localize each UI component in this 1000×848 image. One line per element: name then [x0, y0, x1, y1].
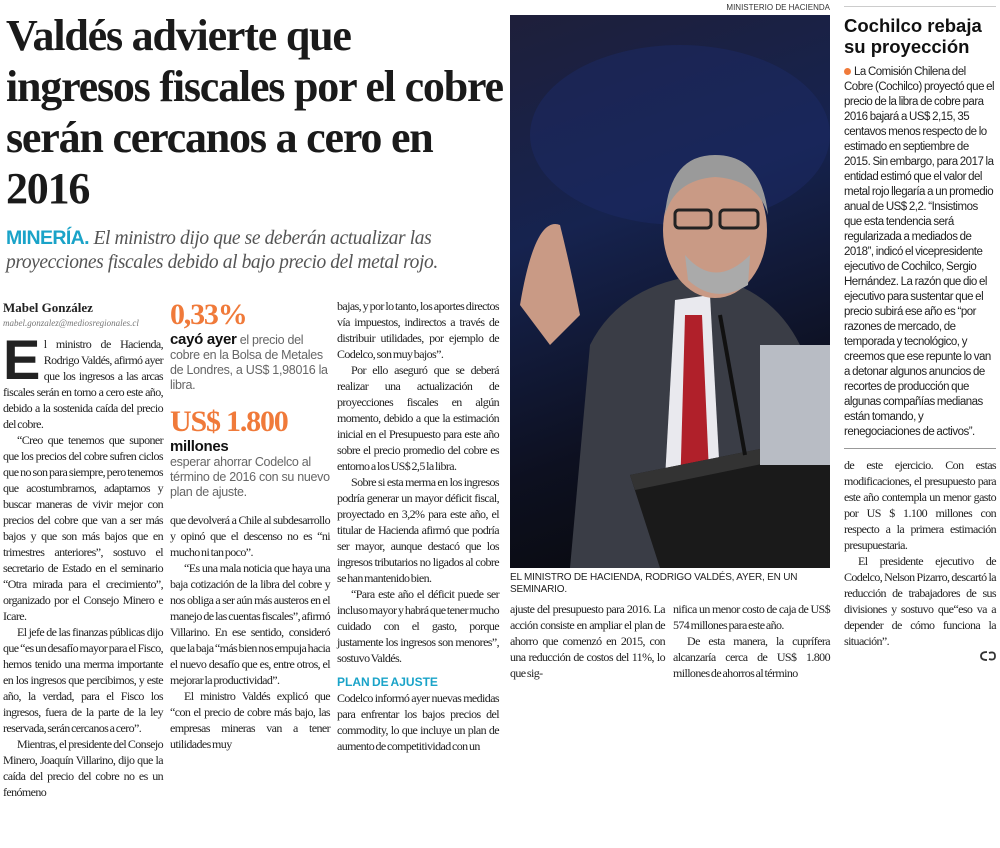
paragraph: que devolverá a Chile al subdesarrollo y… [170, 513, 331, 559]
stat-lead: cayó ayer [170, 331, 237, 348]
subhead: MINERÍA. El ministro dijo que se deberán… [6, 226, 504, 275]
paragraph: “Creo que tenemos que suponer que los pr… [3, 433, 164, 623]
paragraph: “Es una mala noticia que haya una baja c… [170, 561, 331, 687]
paragraph: El jefe de las finanzas públicas dijo qu… [3, 625, 164, 735]
article-column-6: de este ejercicio. Con estas modificacio… [844, 457, 997, 649]
paragraph: ajuste del presupuesto para 2016. La acc… [510, 602, 666, 680]
paragraph: nifica un menor costo de caja de US$ 574… [673, 602, 831, 632]
paragraph: El ministro Valdés explicó que “con el p… [170, 689, 331, 751]
paragraph: de este ejercicio. Con estas modificacio… [844, 458, 997, 552]
sidebar-rule [844, 448, 996, 449]
sidebar-body: La Comisión Chilena del Cobre (Cochilco)… [844, 65, 996, 440]
column-2-block: 0,33% cayó ayer el precio del cobre en l… [170, 298, 331, 752]
byline-author: Mabel González [3, 300, 93, 315]
minister-photo-illustration [520, 45, 830, 568]
end-of-article-icon [980, 651, 996, 661]
paragraph: Codelco informó ayer nuevas medidas para… [337, 691, 500, 753]
paragraph: bajas, y por lo tanto, los aportes direc… [337, 299, 500, 361]
column-3-block: bajas, y por lo tanto, los aportes direc… [337, 298, 500, 754]
stat-box-2: US$ 1.800 millones esperar ahorrar Codelc… [170, 405, 330, 500]
paragraph: El presidente ejecutivo de Codelco, Nels… [844, 554, 997, 648]
photo-minister [510, 15, 830, 568]
stat-box-1: 0,33% cayó ayer el precio del cobre en l… [170, 298, 330, 393]
stat-text: millones esperar ahorrar Codelco al térmi… [170, 439, 330, 500]
sidebar-text: La Comisión Chilena del Cobre (Cochilco)… [844, 66, 995, 438]
sidebar-block: Cochilco rebaja su proyección La Comisió… [844, 6, 997, 667]
paragraph: Sobre si esta merma en los ingresos podr… [337, 475, 500, 585]
paragraph: Por ello aseguró que se deberá realizar … [337, 363, 500, 473]
sidebar-top-rule [844, 6, 996, 7]
stat-description: el precio del cobre en la Bolsa de Metal… [170, 333, 328, 392]
byline-email[interactable]: mabel.gonzalez@mediosregionales.cl [3, 318, 139, 328]
section-subheading: PLAN DE AJUSTE [337, 675, 438, 689]
subhead-text: El ministro dijo que se deberán actualiz… [6, 228, 438, 273]
section-kicker: MINERÍA. [6, 227, 90, 249]
stat-lead: millones [170, 438, 229, 455]
paragraph: “Para este año el déficit puede ser incl… [337, 587, 500, 665]
photo-credit: MINISTERIO DE HACIENDA [726, 3, 830, 12]
sidebar-title: Cochilco rebaja su proyección [844, 15, 982, 57]
photo-caption: EL MINISTRO DE HACIENDA, RODRIGO VALDÉS,… [510, 572, 798, 595]
article-column-2: que devolverá a Chile al subdesarrollo y… [170, 512, 331, 752]
stat-value: 0,33% [170, 298, 248, 331]
paragraph-text: l ministro de Hacienda, Rodrigo Valdés, … [3, 337, 164, 431]
paragraph: De esta manera, la cuprífera alcanzaría … [673, 634, 831, 680]
article-column-4: ajuste del presupuesto para 2016. La acc… [510, 601, 666, 681]
stat-text: cayó ayer el precio del cobre en la Bols… [170, 332, 330, 393]
column-1-block: Mabel González mabel.gonzalez@mediosregi… [3, 300, 164, 800]
headline: Valdés advierte que ingresos fiscales po… [6, 11, 504, 213]
end-mark-row [844, 649, 996, 667]
stat-description: esperar ahorrar Codelco al término de 20… [170, 455, 330, 499]
stat-value: US$ 1.800 [170, 405, 289, 438]
headline-block: Valdés advierte que ingresos fiscales po… [6, 10, 504, 275]
paragraph: Mientras, el presidente del Consejo Mine… [3, 737, 164, 799]
article-column-3: bajas, y por lo tanto, los aportes direc… [337, 298, 500, 754]
bullet-dot-icon [844, 68, 851, 75]
drop-cap: E [3, 328, 40, 391]
article-column-5: nifica un menor costo de caja de US$ 574… [673, 601, 831, 681]
